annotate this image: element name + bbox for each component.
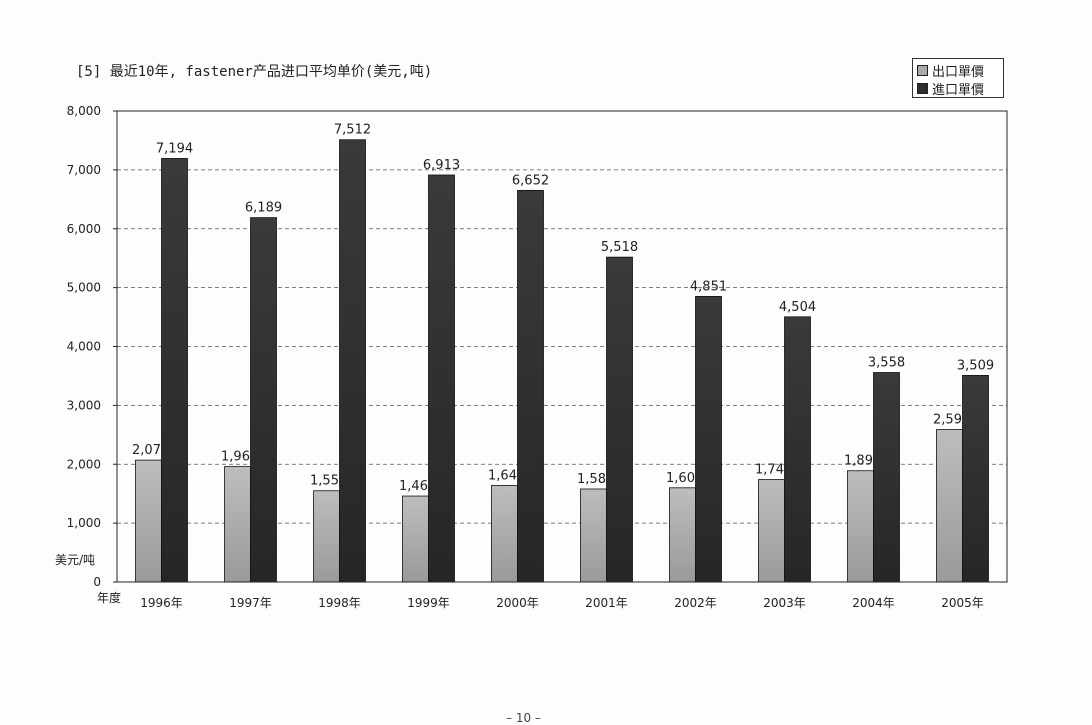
x-axis-unit-label: 年度 (97, 590, 121, 605)
y-axis-unit-label: 美元/吨 (55, 553, 95, 567)
bar-import (161, 158, 188, 583)
bar-import (873, 372, 900, 583)
legend-item-import: 進口單價 (917, 79, 999, 98)
bar-export (669, 487, 696, 583)
value-label-export: 2,59 (933, 413, 962, 428)
bar-import (428, 174, 455, 583)
bar-import (962, 375, 989, 583)
bar-export (313, 490, 340, 583)
y-tick-label: 5,000 (67, 281, 101, 295)
bar-export (847, 470, 874, 583)
chart-title: [5] 最近10年, fastener产品进口平均单价(美元,吨) (76, 64, 433, 80)
bar-import (784, 316, 811, 583)
value-label-export: 1,74 (755, 463, 784, 478)
value-label-import: 6,189 (245, 201, 282, 216)
legend-label-import: 進口單價 (932, 82, 985, 98)
page-number: – 10 – (506, 711, 541, 725)
x-category-label: 2002年 (674, 596, 717, 610)
y-tick-label: 6,000 (67, 222, 101, 236)
value-label-export: 1,55 (310, 474, 339, 489)
value-label-export: 1,60 (666, 471, 695, 486)
value-label-import: 4,851 (690, 279, 727, 294)
value-label-import: 5,518 (601, 240, 638, 255)
value-label-import: 3,509 (957, 358, 994, 373)
bar-export (758, 479, 785, 583)
y-tick-label: 4,000 (67, 340, 101, 354)
x-category-label: 2003年 (763, 596, 806, 610)
bar-export (402, 495, 429, 583)
legend-swatch-export (917, 64, 928, 76)
y-tick-label: 2,000 (67, 457, 101, 471)
bar-import (250, 217, 277, 583)
value-label-export: 1,58 (577, 472, 606, 487)
y-tick-label: 8,000 (67, 104, 101, 118)
value-label-export: 1,46 (399, 479, 428, 494)
chart-legend: 出口單價 進口單價 (912, 58, 1004, 98)
x-category-label: 1999年 (407, 596, 450, 610)
y-tick-label: 3,000 (67, 398, 101, 412)
bar-export (224, 466, 251, 583)
bar-import (339, 139, 366, 583)
value-label-export: 1,89 (844, 454, 873, 469)
x-category-label: 2001年 (585, 596, 628, 610)
y-tick-label: 0 (93, 575, 101, 589)
value-label-export: 2,07 (132, 443, 161, 458)
x-category-label: 2004年 (852, 596, 895, 610)
y-tick-label: 1,000 (67, 516, 101, 530)
value-label-import: 4,504 (779, 300, 816, 315)
y-tick-label: 7,000 (67, 163, 101, 177)
bar-export (580, 488, 607, 583)
bars-layer (135, 139, 989, 583)
x-category-label: 1998年 (318, 596, 361, 610)
value-label-import: 3,558 (868, 356, 905, 371)
value-label-export: 1,64 (488, 468, 517, 483)
value-label-import: 6,652 (512, 173, 549, 188)
bar-import (695, 295, 722, 583)
bar-import (517, 189, 544, 583)
labels-layer: 2,07 7,194 1996年 1,96 6,189 1997年 1,55 7,512 199… (132, 123, 994, 610)
bar-export (491, 485, 518, 583)
value-label-import: 7,194 (156, 141, 193, 156)
x-category-label: 2000年 (496, 596, 539, 610)
value-label-import: 7,512 (334, 123, 371, 138)
legend-swatch-import (917, 82, 928, 94)
x-category-label: 2005年 (941, 596, 984, 610)
value-label-export: 1,96 (221, 450, 250, 465)
bar-import (606, 256, 633, 583)
x-category-label: 1997年 (229, 596, 272, 610)
x-category-label: 1996年 (140, 596, 183, 610)
plot-frame (116, 110, 1008, 583)
legend-item-export: 出口單價 (917, 61, 999, 80)
bar-export (135, 459, 162, 583)
legend-label-export: 出口單價 (932, 64, 985, 80)
value-label-import: 6,913 (423, 158, 460, 173)
bar-export (936, 429, 963, 583)
